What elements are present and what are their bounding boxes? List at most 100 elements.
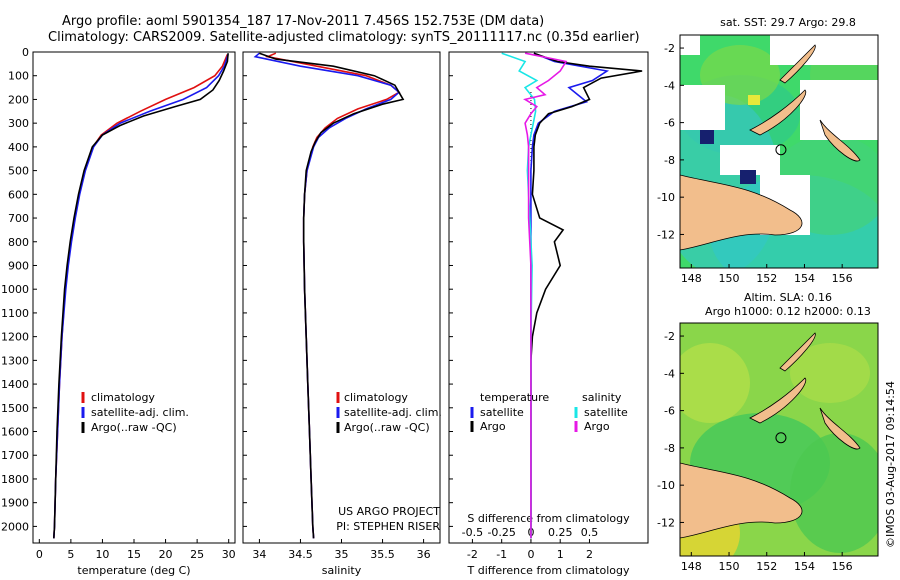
x-tick-label: -1	[496, 548, 507, 561]
x-tick-label: 34	[252, 548, 266, 561]
imos-timestamp: ©IMOS 03-Aug-2017 09:14:54	[884, 381, 897, 548]
cloud-gap	[800, 80, 878, 140]
x-tick-label: 36	[417, 548, 431, 561]
legend-entry: Argo(..raw -QC)	[344, 421, 430, 434]
x-tick-label: 2	[586, 548, 593, 561]
sla-map-title: Altim. SLA: 0.16	[743, 291, 833, 304]
lat-tick-label: -10	[657, 191, 675, 204]
y-tick-label: 1700	[1, 449, 29, 462]
x-axis-label: T difference from climatology	[467, 564, 630, 577]
y-tick-label: 600	[8, 188, 29, 201]
x-tick-label: 5	[67, 548, 74, 561]
legend-title: temperature	[480, 391, 549, 404]
cloud-gap	[680, 85, 725, 130]
legend-entry: climatology	[344, 391, 408, 404]
land-solomon	[819, 407, 861, 450]
figure-title-line2: Climatology: CARS2009. Satellite-adjuste…	[48, 30, 640, 45]
x-tick-label: -2	[467, 548, 478, 561]
x-tick-label: 25	[190, 548, 204, 561]
y-tick-label: 2000	[1, 520, 29, 533]
land-new-ireland	[779, 44, 816, 84]
lat-tick-label: -2	[664, 330, 675, 343]
lat-tick-label: -6	[664, 405, 675, 418]
series-line-sal_argo	[523, 52, 568, 539]
plot-frame	[448, 51, 649, 544]
s-axis-label: S difference from climatology	[467, 512, 630, 525]
temperature-profile-panel: 0100200300400500600700800900100011001200…	[1, 46, 236, 577]
x-axis-label: salinity	[322, 564, 362, 577]
map-field	[680, 35, 878, 268]
y-tick-label: 1100	[1, 307, 29, 320]
difference-profile-panel: -2 -1 0 1 2-0.5 -0.25 0 0.25 0.5S difference fro…	[448, 51, 649, 577]
s-tick-label: -0.5	[462, 526, 483, 539]
lon-tick-label: 152	[756, 560, 777, 573]
y-tick-label: 1000	[1, 283, 29, 296]
lon-tick-label: 148	[681, 560, 702, 573]
land-new-guinea	[680, 174, 803, 251]
lon-tick-label: 154	[794, 272, 815, 285]
sla-patch	[790, 343, 870, 403]
sst-map-title: sat. SST: 29.7 Argo: 29.8	[720, 16, 856, 29]
sst-map-panel: -2 -4 -6 -8 -10 -12 148 150 152 154 156	[657, 34, 879, 285]
legend-entry: satellite	[584, 406, 628, 419]
sla-map-subtitle: Argo h1000: 0.12 h2000: 0.13	[705, 305, 871, 318]
cold-patch	[700, 130, 714, 144]
lon-tick-label: 152	[756, 272, 777, 285]
y-tick-label: 1200	[1, 331, 29, 344]
map-frame	[679, 34, 879, 269]
x-tick-label: 20	[159, 548, 173, 561]
cold-patch	[740, 170, 756, 184]
lat-tick-label: -4	[664, 79, 675, 92]
y-tick-label: 1300	[1, 354, 29, 367]
x-tick-label: 0	[527, 548, 534, 561]
legend-entry: Argo(..raw -QC)	[91, 421, 177, 434]
lat-tick-label: -10	[657, 479, 675, 492]
y-tick-label: 900	[8, 259, 29, 272]
land-solomon	[819, 119, 861, 162]
y-tick-label: 500	[8, 165, 29, 178]
legend-entry: satellite-adj. clim.	[344, 406, 442, 419]
y-tick-label: 1900	[1, 497, 29, 510]
legend-entry: satellite	[480, 406, 524, 419]
lon-tick-label: 150	[719, 560, 740, 573]
sla-map-panel: -2 -4 -6 -8 -10 -12 148 150 152 154 156	[657, 322, 879, 573]
y-tick-label: 200	[8, 93, 29, 106]
lat-tick-label: -8	[664, 154, 675, 167]
x-tick-label: 30	[222, 548, 236, 561]
map-field	[680, 323, 878, 556]
plot-frame	[32, 51, 236, 544]
x-tick-label: 35	[335, 548, 349, 561]
y-tick-label: 700	[8, 212, 29, 225]
s-tick-label: -0.25	[487, 526, 515, 539]
lat-tick-label: -12	[657, 228, 675, 241]
land-new-britain	[749, 377, 807, 424]
pi-annotation: PI: STEPHEN RISER	[336, 520, 440, 533]
land-new-guinea	[680, 462, 803, 539]
legend-entry: climatology	[91, 391, 155, 404]
lat-tick-label: -12	[657, 516, 675, 529]
lon-tick-label: 156	[832, 560, 853, 573]
legend-entry: satellite-adj. clim.	[91, 406, 189, 419]
legend-entry: Argo	[480, 420, 506, 433]
land-new-ireland	[779, 332, 816, 372]
lon-tick-label: 156	[832, 272, 853, 285]
profile-location-marker	[775, 144, 787, 156]
y-tick-label: 100	[8, 70, 29, 83]
lon-tick-label: 154	[794, 560, 815, 573]
series-line-argo	[53, 53, 229, 539]
map-frame	[679, 322, 879, 557]
sla-patch	[680, 343, 750, 423]
s-tick-label: 0.25	[548, 526, 573, 539]
y-tick-label: 0	[22, 46, 29, 59]
y-tick-label: 400	[8, 141, 29, 154]
cloud-gap	[680, 35, 700, 55]
salinity-profile-panel: 34 34.5 35 35.5 36 salinity climatology satelli…	[242, 51, 442, 577]
y-tick-label: 1400	[1, 378, 29, 391]
y-tick-label: 1600	[1, 426, 29, 439]
x-tick-label: 15	[127, 548, 141, 561]
lat-tick-label: -8	[664, 442, 675, 455]
series-line-argo	[259, 52, 405, 539]
x-tick-label: 35.5	[370, 548, 395, 561]
project-annotation: US ARGO PROJECT	[338, 505, 440, 518]
